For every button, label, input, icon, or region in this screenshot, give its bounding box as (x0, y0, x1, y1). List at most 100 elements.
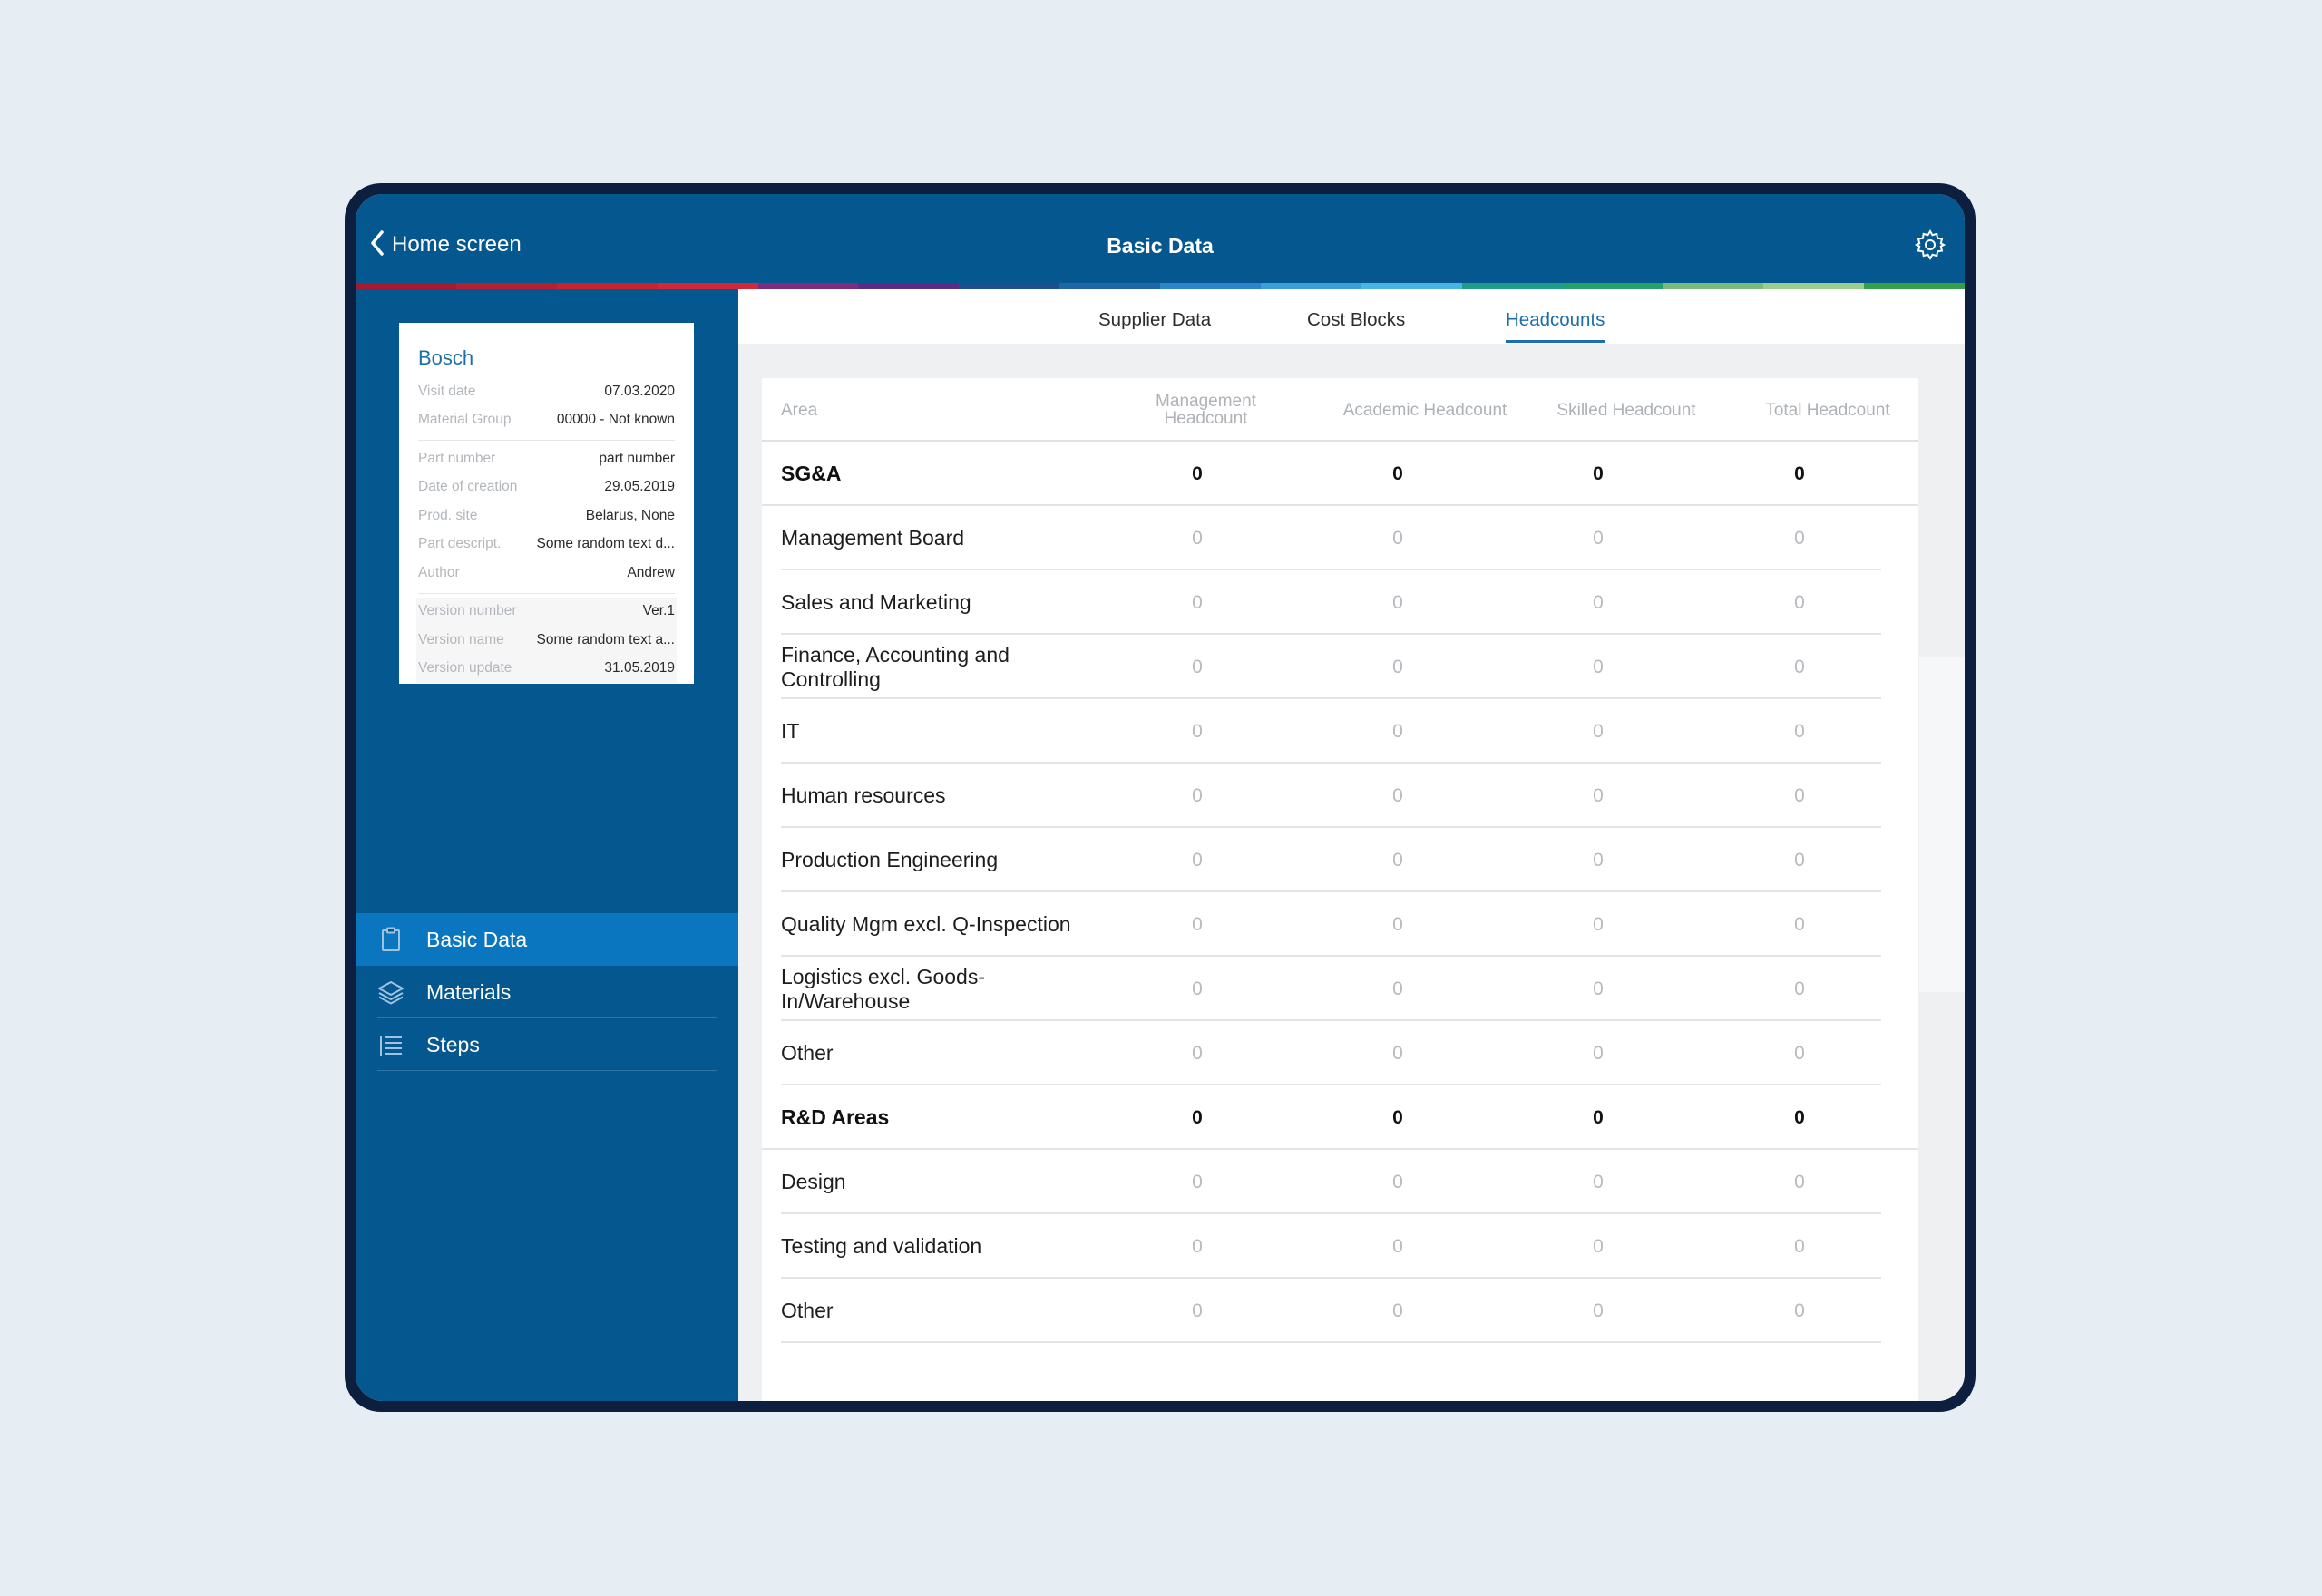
color-strip-segment (1663, 283, 1764, 289)
skilled-headcount-cell[interactable]: 0 (1593, 720, 1604, 742)
academic-headcount-cell[interactable]: 0 (1392, 1299, 1403, 1321)
skilled-headcount-cell[interactable]: 0 (1593, 1299, 1604, 1321)
skilled-headcount-cell[interactable]: 0 (1593, 591, 1604, 613)
table-row[interactable]: Other 0 0 0 0 (762, 1021, 1918, 1085)
table-row[interactable]: Production Engineering 0 0 0 0 (762, 828, 1918, 892)
total-headcount-cell[interactable]: 0 (1794, 784, 1805, 806)
back-button[interactable]: Home screen (368, 227, 522, 263)
academic-headcount-cell[interactable]: 0 (1392, 720, 1403, 742)
tab-supplier-data[interactable]: Supplier Data (1098, 309, 1212, 330)
card-field: Version number Ver.1 (418, 598, 675, 627)
total-headcount-cell[interactable]: 0 (1794, 1299, 1805, 1321)
supplier-card[interactable]: Bosch Visit date 07.03.2020 Material Group… (399, 323, 694, 684)
sidebar: Bosch Visit date 07.03.2020 Material Group… (356, 289, 738, 1401)
row-divider (781, 826, 1881, 828)
table-row[interactable]: Sales and Marketing 0 0 0 0 (762, 570, 1918, 635)
academic-headcount-cell[interactable]: 0 (1392, 978, 1403, 999)
color-strip-segment (1160, 283, 1261, 289)
academic-headcount-cell[interactable]: 0 (1392, 913, 1403, 935)
total-headcount-cell[interactable]: 0 (1794, 1235, 1805, 1257)
row-divider (762, 1148, 1918, 1150)
table-group-row[interactable]: R&D Areas 0 0 0 0 (762, 1085, 1918, 1150)
total-headcount-cell[interactable]: 0 (1794, 527, 1805, 549)
academic-headcount-cell[interactable]: 0 (1392, 849, 1403, 871)
skilled-headcount-cell[interactable]: 0 (1593, 1042, 1604, 1064)
skilled-headcount-cell[interactable]: 0 (1593, 978, 1604, 999)
tab-headcounts[interactable]: Headcounts (1506, 309, 1605, 343)
color-strip-segment (657, 283, 758, 289)
table-row[interactable]: Management Board 0 0 0 0 (762, 506, 1918, 570)
sidebar-item-materials[interactable]: Materials (356, 966, 738, 1018)
academic-headcount-cell[interactable]: 0 (1392, 527, 1403, 549)
tablet-frame: Home screen Basic Data Bosch Visit date 0… (345, 183, 1976, 1412)
row-area-label: Other (781, 1041, 834, 1065)
total-headcount-cell[interactable]: 0 (1794, 656, 1805, 677)
sidebar-item-basic-data[interactable]: Basic Data (356, 913, 738, 966)
total-headcount-cell[interactable]: 0 (1794, 591, 1805, 613)
management-headcount-cell[interactable]: 0 (1192, 720, 1203, 742)
skilled-headcount-cell[interactable]: 0 (1593, 913, 1604, 935)
table-row[interactable]: Testing and validation 0 0 0 0 (762, 1214, 1918, 1279)
table-row[interactable]: Other 0 0 0 0 (762, 1279, 1918, 1343)
divider (418, 592, 675, 594)
table-group-row[interactable]: SG&A 0 0 0 0 (762, 442, 1918, 506)
table-row[interactable]: Human resources 0 0 0 0 (762, 764, 1918, 828)
skilled-headcount-cell[interactable]: 0 (1593, 1171, 1604, 1192)
academic-headcount-cell[interactable]: 0 (1392, 1235, 1403, 1257)
color-strip-segment (1562, 283, 1663, 289)
management-headcount-cell[interactable]: 0 (1192, 1042, 1203, 1064)
academic-headcount-cell: 0 (1392, 462, 1403, 484)
management-headcount-cell[interactable]: 0 (1192, 527, 1203, 549)
skilled-headcount-cell[interactable]: 0 (1593, 849, 1604, 871)
table-row[interactable]: IT 0 0 0 0 (762, 699, 1918, 764)
management-headcount-cell[interactable]: 0 (1192, 849, 1203, 871)
card-field-value: 29.05.2019 (604, 479, 675, 495)
sidebar-item-steps[interactable]: Steps (356, 1018, 738, 1071)
card-field: Material Group 00000 - Not known (418, 406, 675, 435)
scrollbar[interactable] (1919, 657, 1965, 992)
management-headcount-cell[interactable]: 0 (1192, 591, 1203, 613)
table-row[interactable]: Logistics excl. Goods-In/Warehouse 0 0 0 0 (762, 957, 1918, 1021)
management-headcount-cell[interactable]: 0 (1192, 913, 1203, 935)
card-field-value: Some random text a... (536, 631, 676, 647)
management-headcount-cell[interactable]: 0 (1192, 1235, 1203, 1257)
skilled-headcount-cell[interactable]: 0 (1593, 784, 1604, 806)
total-headcount-cell[interactable]: 0 (1794, 1171, 1805, 1192)
column-header-management: Management Headcount (1156, 392, 1256, 428)
academic-headcount-cell[interactable]: 0 (1392, 1171, 1403, 1192)
academic-headcount-cell[interactable]: 0 (1392, 784, 1403, 806)
total-headcount-cell[interactable]: 0 (1794, 849, 1805, 871)
color-strip-segment (959, 283, 1060, 289)
academic-headcount-cell[interactable]: 0 (1392, 1042, 1403, 1064)
total-headcount-cell[interactable]: 0 (1794, 720, 1805, 742)
skilled-headcount-cell[interactable]: 0 (1593, 527, 1604, 549)
total-headcount-cell[interactable]: 0 (1794, 913, 1805, 935)
table-row[interactable]: Quality Mgm excl. Q-Inspection 0 0 0 0 (762, 892, 1918, 957)
gear-icon[interactable] (1914, 229, 1946, 261)
sidebar-item-label: Steps (426, 1032, 480, 1056)
table-row[interactable]: Finance, Accounting and Controlling 0 0 0 0 (762, 635, 1918, 699)
management-headcount-cell[interactable]: 0 (1192, 1171, 1203, 1192)
total-headcount-cell: 0 (1794, 462, 1805, 484)
management-headcount-cell[interactable]: 0 (1192, 978, 1203, 999)
color-strip-segment (1461, 283, 1563, 289)
academic-headcount-cell[interactable]: 0 (1392, 591, 1403, 613)
card-field-label: Version number (418, 603, 517, 619)
table-row[interactable]: Design 0 0 0 0 (762, 1150, 1918, 1214)
skilled-headcount-cell[interactable]: 0 (1593, 656, 1604, 677)
total-headcount-cell[interactable]: 0 (1794, 978, 1805, 999)
row-area-label: Logistics excl. Goods-In/Warehouse (781, 964, 985, 1013)
management-headcount-cell[interactable]: 0 (1192, 784, 1203, 806)
tab-cost-blocks[interactable]: Cost Blocks (1307, 309, 1406, 330)
card-field: Prod. site Belarus, None (418, 501, 675, 530)
academic-headcount-cell[interactable]: 0 (1392, 656, 1403, 677)
card-field-label: Prod. site (418, 507, 478, 523)
card-field-label: Visit date (418, 383, 476, 399)
table-header: Area Management Headcount Academic Headc… (762, 378, 1918, 442)
total-headcount-cell[interactable]: 0 (1794, 1042, 1805, 1064)
card-field-label: Version name (418, 631, 504, 647)
row-divider (781, 762, 1881, 764)
management-headcount-cell[interactable]: 0 (1192, 1299, 1203, 1321)
management-headcount-cell[interactable]: 0 (1192, 656, 1203, 677)
skilled-headcount-cell[interactable]: 0 (1593, 1235, 1604, 1257)
